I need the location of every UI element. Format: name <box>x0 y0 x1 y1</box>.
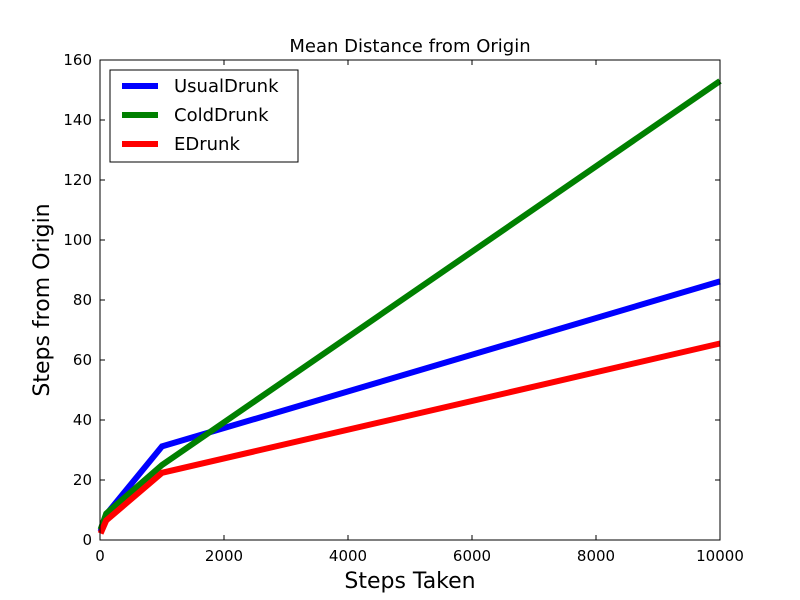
y-tick-label: 160 <box>63 51 92 69</box>
series-line-edrunk <box>97 340 721 535</box>
y-tick-label: 0 <box>82 531 92 549</box>
legend: UsualDrunk ColdDrunk EDrunk <box>109 69 299 163</box>
x-tick-label: 4000 <box>329 547 367 565</box>
y-tick-label: 120 <box>63 171 92 189</box>
legend-label-colddrunk: ColdDrunk <box>174 105 269 126</box>
x-tick-label: 2000 <box>205 547 243 565</box>
legend-label-usualdrunk: UsualDrunk <box>174 76 279 97</box>
series-layer <box>97 78 722 535</box>
y-tick-label: 20 <box>73 471 92 489</box>
legend-items: UsualDrunk ColdDrunk EDrunk <box>122 76 279 155</box>
y-tick-label: 60 <box>73 351 92 369</box>
chart-title: Mean Distance from Origin <box>289 36 530 57</box>
y-axis-label: Steps from Origin <box>30 203 55 396</box>
x-tick-label: 0 <box>95 547 105 565</box>
y-tick-label: 100 <box>63 231 92 249</box>
x-axis-label: Steps Taken <box>344 569 475 594</box>
legend-label-edrunk: EDrunk <box>174 134 240 155</box>
y-tick-label: 40 <box>73 411 92 429</box>
x-tick-label: 10000 <box>696 547 744 565</box>
x-tick-label: 8000 <box>577 547 615 565</box>
y-tick-label: 140 <box>63 111 92 129</box>
x-tick-label: 6000 <box>453 547 491 565</box>
tick-layer: 0 2000 4000 6000 8000 10000 0 20 40 60 80 100 120 140… <box>63 51 744 565</box>
y-tick-label: 80 <box>73 291 92 309</box>
